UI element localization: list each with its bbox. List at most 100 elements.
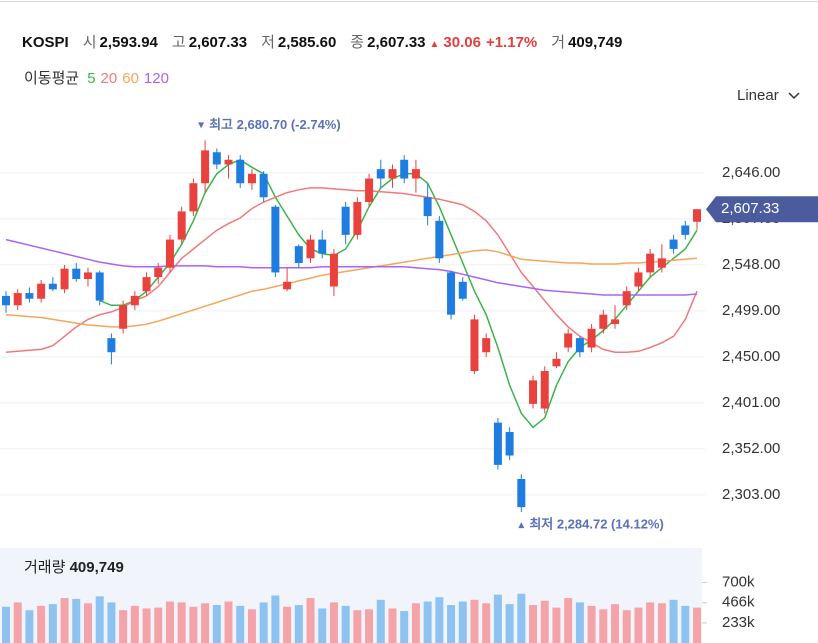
ma-line [5,249,698,328]
ma-line [99,158,698,429]
candle-body [25,293,34,299]
candle-body [564,333,573,348]
candle-body [458,281,467,299]
scale-dropdown[interactable]: Linear [737,87,801,104]
candle-body [201,150,210,184]
volume-bar [236,605,245,643]
candle-body [529,380,538,404]
volume-bar [2,606,10,643]
candle-body [119,305,128,329]
candle-body [669,239,678,249]
volume-value: 409,749 [69,559,124,576]
volume-header: 거래량 409,749 [24,556,124,577]
volume-bar [177,602,186,643]
volume-bar [693,607,701,643]
volume-bar [142,608,151,643]
candle-body [259,173,268,198]
candle-body [341,206,350,235]
open-key: 시 [82,34,97,51]
candle-body [353,202,362,235]
y-tick-label: 2,499.00 [722,302,780,319]
volume-bar [669,599,678,643]
y-tick-label: 2,401.00 [722,394,780,411]
volume-bar [681,605,690,643]
volume-bar [423,601,432,643]
candle-body [154,267,163,278]
change: 30.06 [443,34,481,51]
symbol: KOSPI [22,34,69,51]
volume-bar [60,598,69,643]
volume-bar [72,598,81,643]
volume-bar [505,604,514,643]
candle-body [365,178,374,203]
volume-bar [201,603,210,643]
volume-bar [13,602,22,643]
volume-bar [37,605,46,643]
volume: 409,749 [568,34,623,51]
candle-body [388,169,397,179]
volume-bar [353,610,362,643]
ma-legend: 이동평균 5 20 60 120 [24,67,174,88]
last-price-label: 2,607.33 [721,200,779,217]
volume-bar [294,605,303,643]
low-annotation: 최저 2,284.72 (14.12%) [529,517,664,532]
volume-bar [341,605,350,643]
volume-bar [599,609,608,643]
volume-bar [165,601,174,643]
volume-bar [447,605,456,643]
volume-bar [283,606,292,643]
candle-body [517,478,526,508]
volume-bar [329,602,338,643]
high-marker [198,122,205,129]
y-tick-label: 2,548.00 [722,256,780,273]
candle-body [224,159,233,165]
candle-body [165,239,174,268]
candle-body [587,328,596,348]
volume-bar [540,600,549,643]
close-key: 종 [350,34,365,51]
candle-body [329,253,338,287]
volume-bar [83,603,92,643]
volume-bar [224,601,233,643]
volume-bar [552,607,561,643]
up-arrow: ▲ [429,39,440,50]
candle-body [599,314,608,329]
candle-body [681,225,690,235]
scale-mode: Linear [737,87,779,104]
candle-body [540,371,549,409]
candle-body [247,173,256,184]
volume-bar [482,603,491,643]
volume-bar [271,595,280,643]
volume-bar [119,610,128,643]
high-annotation: 최고 2,680.70 (-2.74%) [209,117,341,132]
low: 2,585.60 [277,34,337,51]
volume-bar [575,602,584,643]
volume-bar [657,603,666,643]
candle-body [83,272,92,279]
candle-body [400,159,409,179]
y-tick-label: 2,450.00 [722,348,780,365]
close: 2,607.33 [367,34,426,51]
change-pct: +1.17% [485,34,538,51]
candle-body [493,422,502,465]
candle-body [306,239,315,259]
chevron [788,91,800,99]
volume-label: 거래량 [24,559,66,576]
volume-bar [247,609,256,643]
candle-body [72,268,81,279]
volume-bar [306,598,315,643]
volume-bar [212,605,221,643]
candle-body [646,253,655,273]
volume-bar [634,607,643,643]
low-key: 저 [261,34,275,51]
volume-bar [318,608,327,643]
volume-bar [259,602,268,643]
open: 2,593.94 [99,34,158,51]
candle-body [505,432,514,456]
volume-tick-label: 466k [722,594,755,611]
volume-key: 거 [551,34,566,51]
ma-legend-item: 20 [100,70,118,87]
candle-body [447,272,456,315]
low-marker [518,522,525,529]
